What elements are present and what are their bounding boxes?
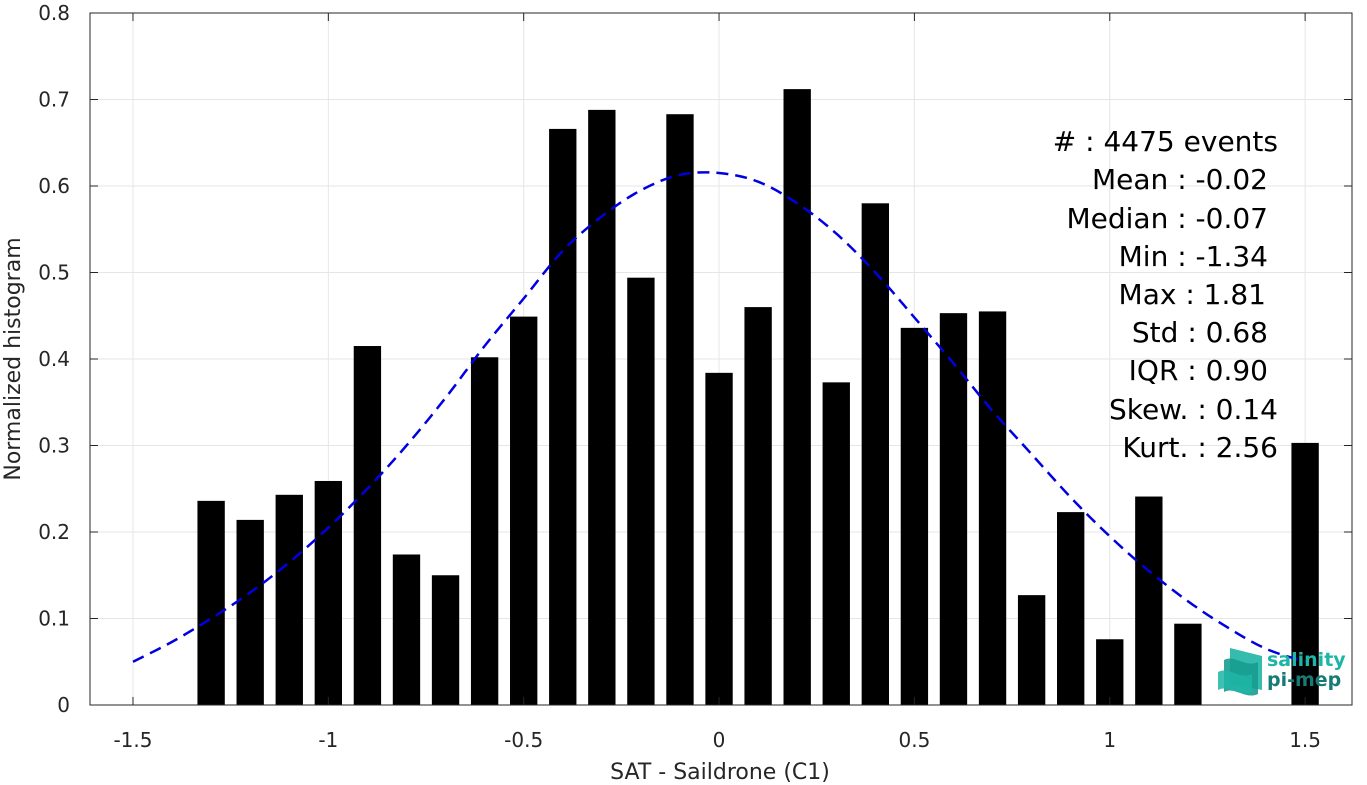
stats-box: # : 4475 events Mean : -0.02 Median : -0… bbox=[1053, 125, 1278, 464]
histogram-bar bbox=[666, 114, 694, 705]
histogram-bar bbox=[510, 316, 538, 705]
y-tick-label: 0.5 bbox=[38, 261, 70, 285]
logo-text-pi-mep: pi-mep bbox=[1267, 669, 1341, 691]
histogram-bar bbox=[588, 109, 616, 705]
stat-median: Median : -0.07 bbox=[1066, 202, 1268, 235]
histogram-bar bbox=[236, 519, 264, 705]
y-tick-label: 0.6 bbox=[38, 174, 70, 198]
x-tick-label: 1 bbox=[1103, 728, 1116, 752]
stat-mean: Mean : -0.02 bbox=[1092, 163, 1268, 196]
wave-logo-icon bbox=[1218, 648, 1262, 696]
histogram-bar bbox=[627, 277, 655, 705]
y-tick-labels: 0 0.1 0.2 0.3 0.4 0.5 0.6 0.7 0.8 bbox=[38, 1, 70, 717]
histogram-bar bbox=[1174, 623, 1202, 705]
x-tick-label: 0 bbox=[713, 728, 726, 752]
x-tick-labels: -1.5 -1 -0.5 0 0.5 1 1.5 bbox=[113, 728, 1321, 752]
logo-text-salinity: salinity bbox=[1267, 649, 1346, 671]
stat-std: Std : 0.68 bbox=[1132, 316, 1268, 349]
y-tick-label: 0.7 bbox=[38, 88, 70, 112]
histogram-bar bbox=[978, 311, 1007, 705]
salinity-pi-mep-logo: salinity pi-mep bbox=[1218, 648, 1346, 696]
histogram-bar bbox=[470, 357, 499, 705]
bars bbox=[197, 89, 1319, 706]
stat-max: Max : 1.81 bbox=[1119, 278, 1266, 311]
stat-count: # : 4475 events bbox=[1053, 125, 1278, 158]
histogram-bar bbox=[705, 372, 733, 705]
x-axis-label: SAT - Saildrone (C1) bbox=[610, 760, 830, 785]
histogram-bar bbox=[431, 575, 460, 705]
normal-fit-curve bbox=[132, 171, 1306, 663]
stat-skew: Skew. : 0.14 bbox=[1109, 393, 1278, 426]
histogram-bar bbox=[900, 327, 929, 705]
histogram-bar bbox=[314, 480, 343, 705]
x-tick-label: -1 bbox=[318, 728, 338, 752]
stat-min: Min : -1.34 bbox=[1119, 240, 1268, 273]
x-tick-label: 1.5 bbox=[1289, 728, 1321, 752]
x-tick-label: -1.5 bbox=[113, 728, 152, 752]
histogram-bar bbox=[549, 128, 577, 705]
histogram-bar bbox=[197, 500, 225, 705]
histogram-bar bbox=[861, 203, 890, 706]
histogram-bar bbox=[275, 494, 303, 705]
y-axis-label: Normalized histogram bbox=[1, 237, 26, 480]
histogram-bar bbox=[353, 346, 382, 705]
y-tick-label: 0.4 bbox=[38, 347, 70, 371]
histogram-bar bbox=[1057, 512, 1085, 705]
x-tick-label: -0.5 bbox=[504, 728, 543, 752]
x-tick-label: 0.5 bbox=[898, 728, 930, 752]
y-tick-label: 0 bbox=[57, 693, 70, 717]
stat-iqr: IQR : 0.90 bbox=[1129, 354, 1268, 387]
histogram-bar bbox=[783, 89, 811, 706]
histogram-bar bbox=[1135, 496, 1163, 705]
y-tick-label: 0.2 bbox=[38, 520, 70, 544]
histogram-bar bbox=[1017, 595, 1046, 705]
histogram-bar bbox=[822, 382, 850, 705]
histogram-bar bbox=[1096, 639, 1124, 705]
stat-kurt: Kurt. : 2.56 bbox=[1122, 431, 1278, 464]
y-tick-label: 0.1 bbox=[38, 607, 70, 631]
y-tick-label: 0.8 bbox=[38, 1, 70, 25]
y-tick-label: 0.3 bbox=[38, 434, 70, 458]
histogram-bar bbox=[744, 307, 772, 705]
axis-ticks bbox=[90, 12, 1352, 706]
histogram-bar bbox=[392, 554, 421, 705]
histogram-bar bbox=[939, 313, 968, 705]
